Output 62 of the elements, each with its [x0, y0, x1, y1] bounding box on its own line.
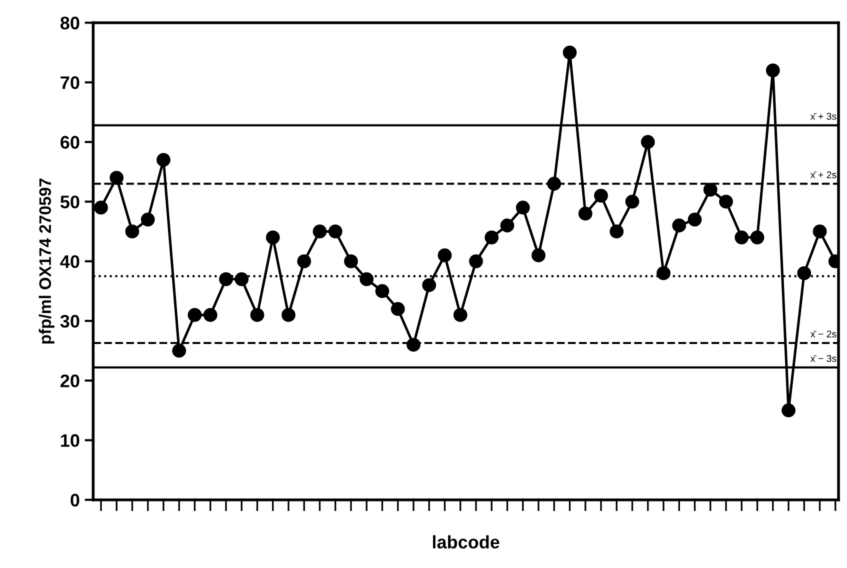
- point: [500, 218, 514, 232]
- point: [219, 272, 233, 286]
- y-tick-label: 20: [60, 374, 80, 388]
- point: [282, 308, 296, 322]
- point: [110, 170, 124, 185]
- point: [438, 248, 452, 262]
- point: [625, 194, 640, 209]
- point: [188, 308, 202, 322]
- y-tick-label: 30: [60, 314, 80, 328]
- y-axis-title: pfp/ml OX174 270597: [38, 178, 54, 344]
- point: [453, 308, 468, 322]
- point: [766, 63, 780, 78]
- point: [797, 266, 812, 280]
- ref-line-label: x̄ − 2s: [810, 330, 836, 338]
- point: [250, 308, 264, 322]
- point: [703, 182, 718, 197]
- point: [344, 254, 358, 268]
- point: [610, 224, 624, 238]
- point: [94, 200, 108, 215]
- ref-line-label: x̄ + 3s: [810, 112, 836, 120]
- point: [812, 224, 827, 238]
- y-tick-label: 40: [60, 255, 80, 268]
- point: [266, 230, 280, 244]
- point: [656, 266, 670, 280]
- point: [734, 230, 749, 244]
- point: [156, 152, 170, 167]
- point: [469, 254, 483, 268]
- point: [422, 278, 436, 292]
- ref-line-label: x̄ + 2s: [810, 171, 836, 178]
- point: [562, 46, 577, 60]
- point: [672, 218, 686, 232]
- point: [578, 206, 592, 221]
- point: [172, 344, 186, 358]
- y-tick-label: 60: [60, 136, 80, 149]
- point: [750, 230, 764, 244]
- point: [297, 254, 312, 268]
- y-tick-label: 50: [60, 196, 80, 208]
- point: [328, 224, 342, 238]
- point: [312, 224, 327, 238]
- point: [484, 230, 499, 244]
- point: [203, 308, 218, 322]
- point: [782, 403, 796, 418]
- point: [125, 224, 140, 238]
- point: [516, 200, 530, 215]
- point: [640, 135, 655, 149]
- y-tick-label: 10: [61, 434, 80, 447]
- y-tick-label: 0: [70, 494, 80, 507]
- point: [140, 212, 155, 226]
- point: [234, 272, 249, 286]
- point: [594, 188, 608, 203]
- point: [532, 248, 546, 262]
- point: [688, 212, 702, 226]
- point: [360, 272, 374, 286]
- point: [390, 302, 405, 316]
- point: [719, 194, 733, 209]
- y-tick-label: 70: [60, 76, 80, 90]
- x-axis-title: labcode: [433, 535, 500, 549]
- ref-line-label: x̄ − 3s: [810, 355, 836, 362]
- point: [547, 176, 562, 191]
- point: [406, 338, 420, 352]
- point: [375, 284, 390, 298]
- y-tick-label: 80: [60, 16, 80, 30]
